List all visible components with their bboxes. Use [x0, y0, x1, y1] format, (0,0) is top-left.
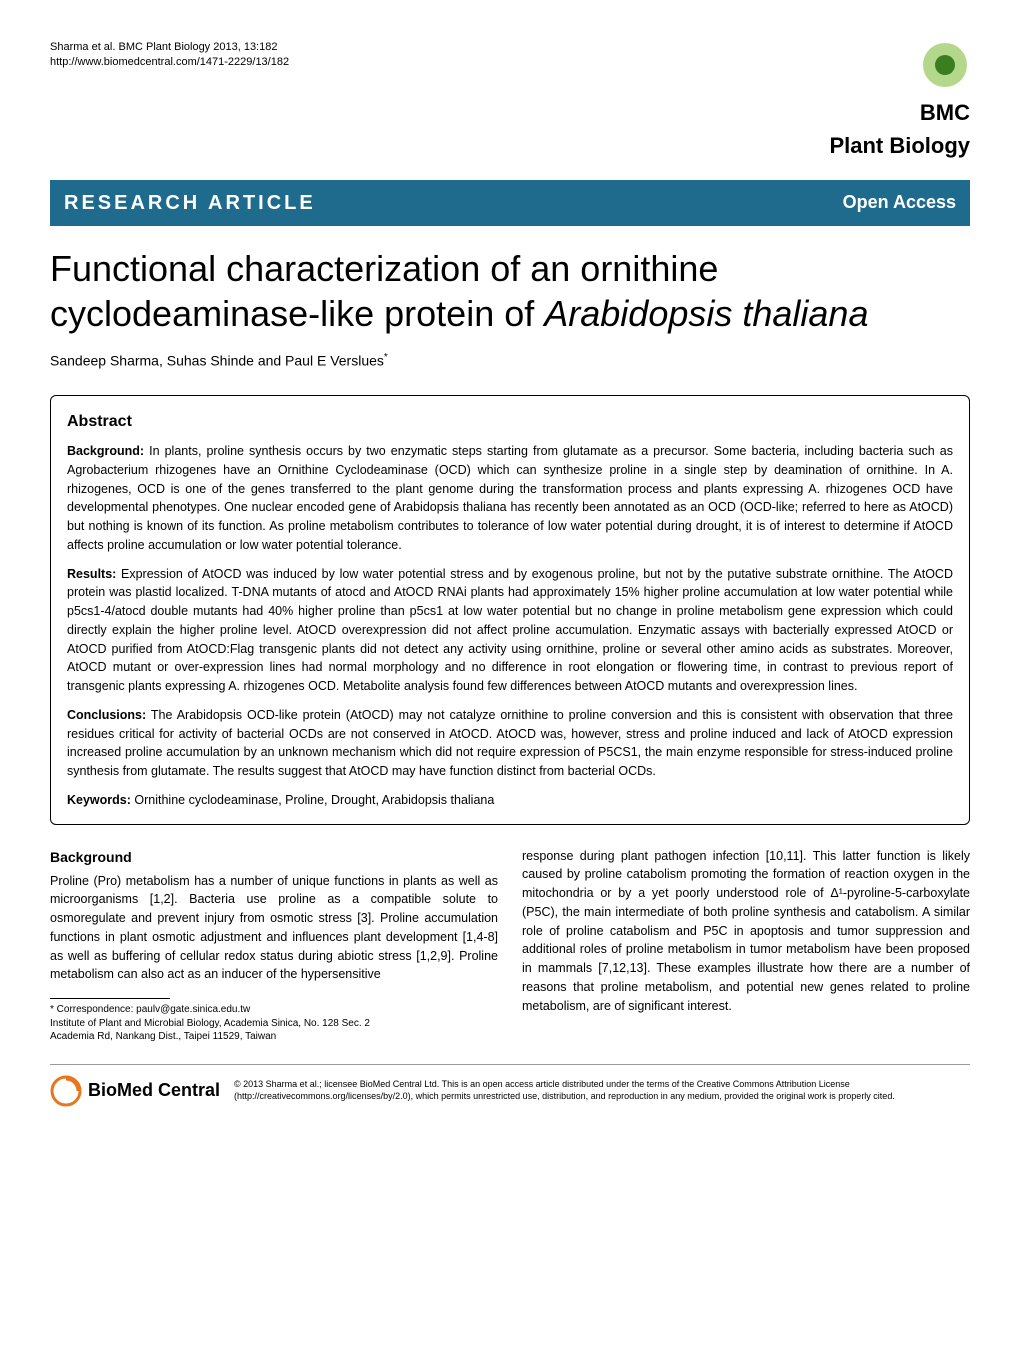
- open-access-label: Open Access: [843, 189, 956, 216]
- biomed-icon: [50, 1075, 82, 1107]
- background-paragraph-right: response during plant pathogen infection…: [522, 847, 970, 1016]
- journal-logo-text: BMC Plant Biology: [829, 96, 970, 162]
- citation-block: Sharma et al. BMC Plant Biology 2013, 13…: [50, 40, 289, 71]
- logo-prefix: BMC: [920, 100, 970, 125]
- keywords-text: Ornithine cyclodeaminase, Proline, Droug…: [131, 793, 494, 807]
- copyright-text: © 2013 Sharma et al.; licensee BioMed Ce…: [234, 1079, 970, 1102]
- left-column: Background Proline (Pro) metabolism has …: [50, 847, 498, 1044]
- title-line1: Functional characterization of an ornith…: [50, 248, 718, 289]
- abstract-heading: Abstract: [67, 410, 953, 434]
- abstract-keywords: Keywords: Ornithine cyclodeaminase, Prol…: [67, 791, 953, 810]
- right-column: response during plant pathogen infection…: [522, 847, 970, 1044]
- biomed-central-logo: BioMed Central: [50, 1075, 220, 1107]
- background-label: Background:: [67, 444, 144, 458]
- conclusions-label: Conclusions:: [67, 708, 146, 722]
- conclusions-text: The Arabidopsis OCD-like protein (AtOCD)…: [67, 708, 953, 778]
- abstract-box: Abstract Background: In plants, proline …: [50, 395, 970, 825]
- results-label: Results:: [67, 567, 116, 581]
- affiliation-line1: Institute of Plant and Microbial Biology…: [50, 1017, 498, 1031]
- page-footer: BioMed Central © 2013 Sharma et al.; lic…: [50, 1064, 970, 1107]
- title-line2-prefix: cyclodeaminase-like protein of: [50, 293, 544, 334]
- citation-text: Sharma et al. BMC Plant Biology 2013, 13…: [50, 40, 289, 55]
- article-title: Functional characterization of an ornith…: [50, 246, 970, 336]
- keywords-label: Keywords:: [67, 793, 131, 807]
- results-text: Expression of AtOCD was induced by low w…: [67, 567, 953, 694]
- title-line2-italic: Arabidopsis thaliana: [544, 293, 868, 334]
- page-header: Sharma et al. BMC Plant Biology 2013, 13…: [50, 40, 970, 162]
- background-text: In plants, proline synthesis occurs by t…: [67, 444, 953, 552]
- background-paragraph-left: Proline (Pro) metabolism has a number of…: [50, 872, 498, 985]
- footnote-block: * Correspondence: paulv@gate.sinica.edu.…: [50, 1003, 498, 1044]
- article-type: RESEARCH ARTICLE: [64, 188, 316, 218]
- abstract-background: Background: In plants, proline synthesis…: [67, 442, 953, 555]
- logo-main: Plant Biology: [829, 133, 970, 158]
- correspondence-line: * Correspondence: paulv@gate.sinica.edu.…: [50, 1003, 498, 1017]
- body-columns: Background Proline (Pro) metabolism has …: [50, 847, 970, 1044]
- background-section-heading: Background: [50, 847, 498, 868]
- abstract-conclusions: Conclusions: The Arabidopsis OCD-like pr…: [67, 706, 953, 781]
- journal-logo: BMC Plant Biology: [829, 40, 970, 162]
- abstract-results: Results: Expression of AtOCD was induced…: [67, 565, 953, 696]
- affiliation-line2: Academia Rd, Nankang Dist., Taipei 11529…: [50, 1030, 498, 1044]
- corresponding-mark: *: [384, 352, 388, 363]
- author-names: Sandeep Sharma, Suhas Shinde and Paul E …: [50, 352, 384, 368]
- article-type-banner: RESEARCH ARTICLE Open Access: [50, 180, 970, 226]
- footnote-separator: [50, 998, 170, 999]
- author-list: Sandeep Sharma, Suhas Shinde and Paul E …: [50, 350, 970, 372]
- bmc-logo-icon: [920, 40, 970, 90]
- biomed-logo-text: BioMed Central: [88, 1077, 220, 1104]
- citation-url: http://www.biomedcentral.com/1471-2229/1…: [50, 55, 289, 70]
